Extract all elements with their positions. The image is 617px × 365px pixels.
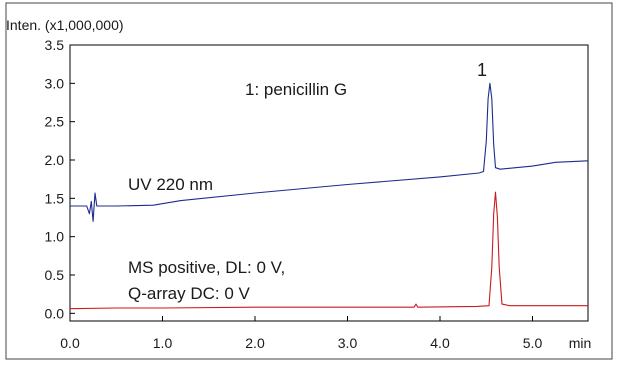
y-tick-label: 2.0 xyxy=(45,152,65,168)
uv-220nm-trace xyxy=(70,82,589,222)
y-tick-label: 0.5 xyxy=(45,267,65,283)
x-tick-label: 5.0 xyxy=(523,335,543,351)
y-tick-label: 1.5 xyxy=(45,190,65,206)
x-tick-label: 3.0 xyxy=(338,335,358,351)
series-layer xyxy=(69,82,589,310)
y-tick-label: 3.0 xyxy=(45,75,65,91)
plot-frame xyxy=(69,44,589,322)
compound-label: 1: penicillin G xyxy=(245,80,347,99)
ms-positive-trace xyxy=(69,191,588,310)
x-tick-label: 4.0 xyxy=(430,335,450,351)
peak-1-label: 1 xyxy=(477,60,487,80)
figure-border xyxy=(5,2,613,360)
x-axis-unit: min xyxy=(569,335,592,351)
uv-series-label: UV 220 nm xyxy=(128,175,213,194)
y-tick-label: 2.5 xyxy=(45,114,65,130)
y-tick-label: 1.0 xyxy=(45,229,65,245)
x-tick-label: 1.0 xyxy=(153,335,173,351)
x-tick-label: 0.0 xyxy=(60,335,80,351)
x-axis: 0.0 1.0 2.0 3.0 4.0 5.0 xyxy=(60,316,542,351)
y-axis-title: Inten. (x1,000,000) xyxy=(6,17,124,33)
y-tick-label: 3.5 xyxy=(45,37,65,53)
ms-series-label-line2: Q-array DC: 0 V xyxy=(128,284,251,303)
y-axis: 0.0 0.5 1.0 1.5 2.0 2.5 3.0 3.5 xyxy=(45,37,75,321)
y-tick-label: 0.0 xyxy=(45,305,65,321)
x-tick-label: 2.0 xyxy=(245,335,265,351)
ms-series-label-line1: MS positive, DL: 0 V, xyxy=(128,258,285,277)
